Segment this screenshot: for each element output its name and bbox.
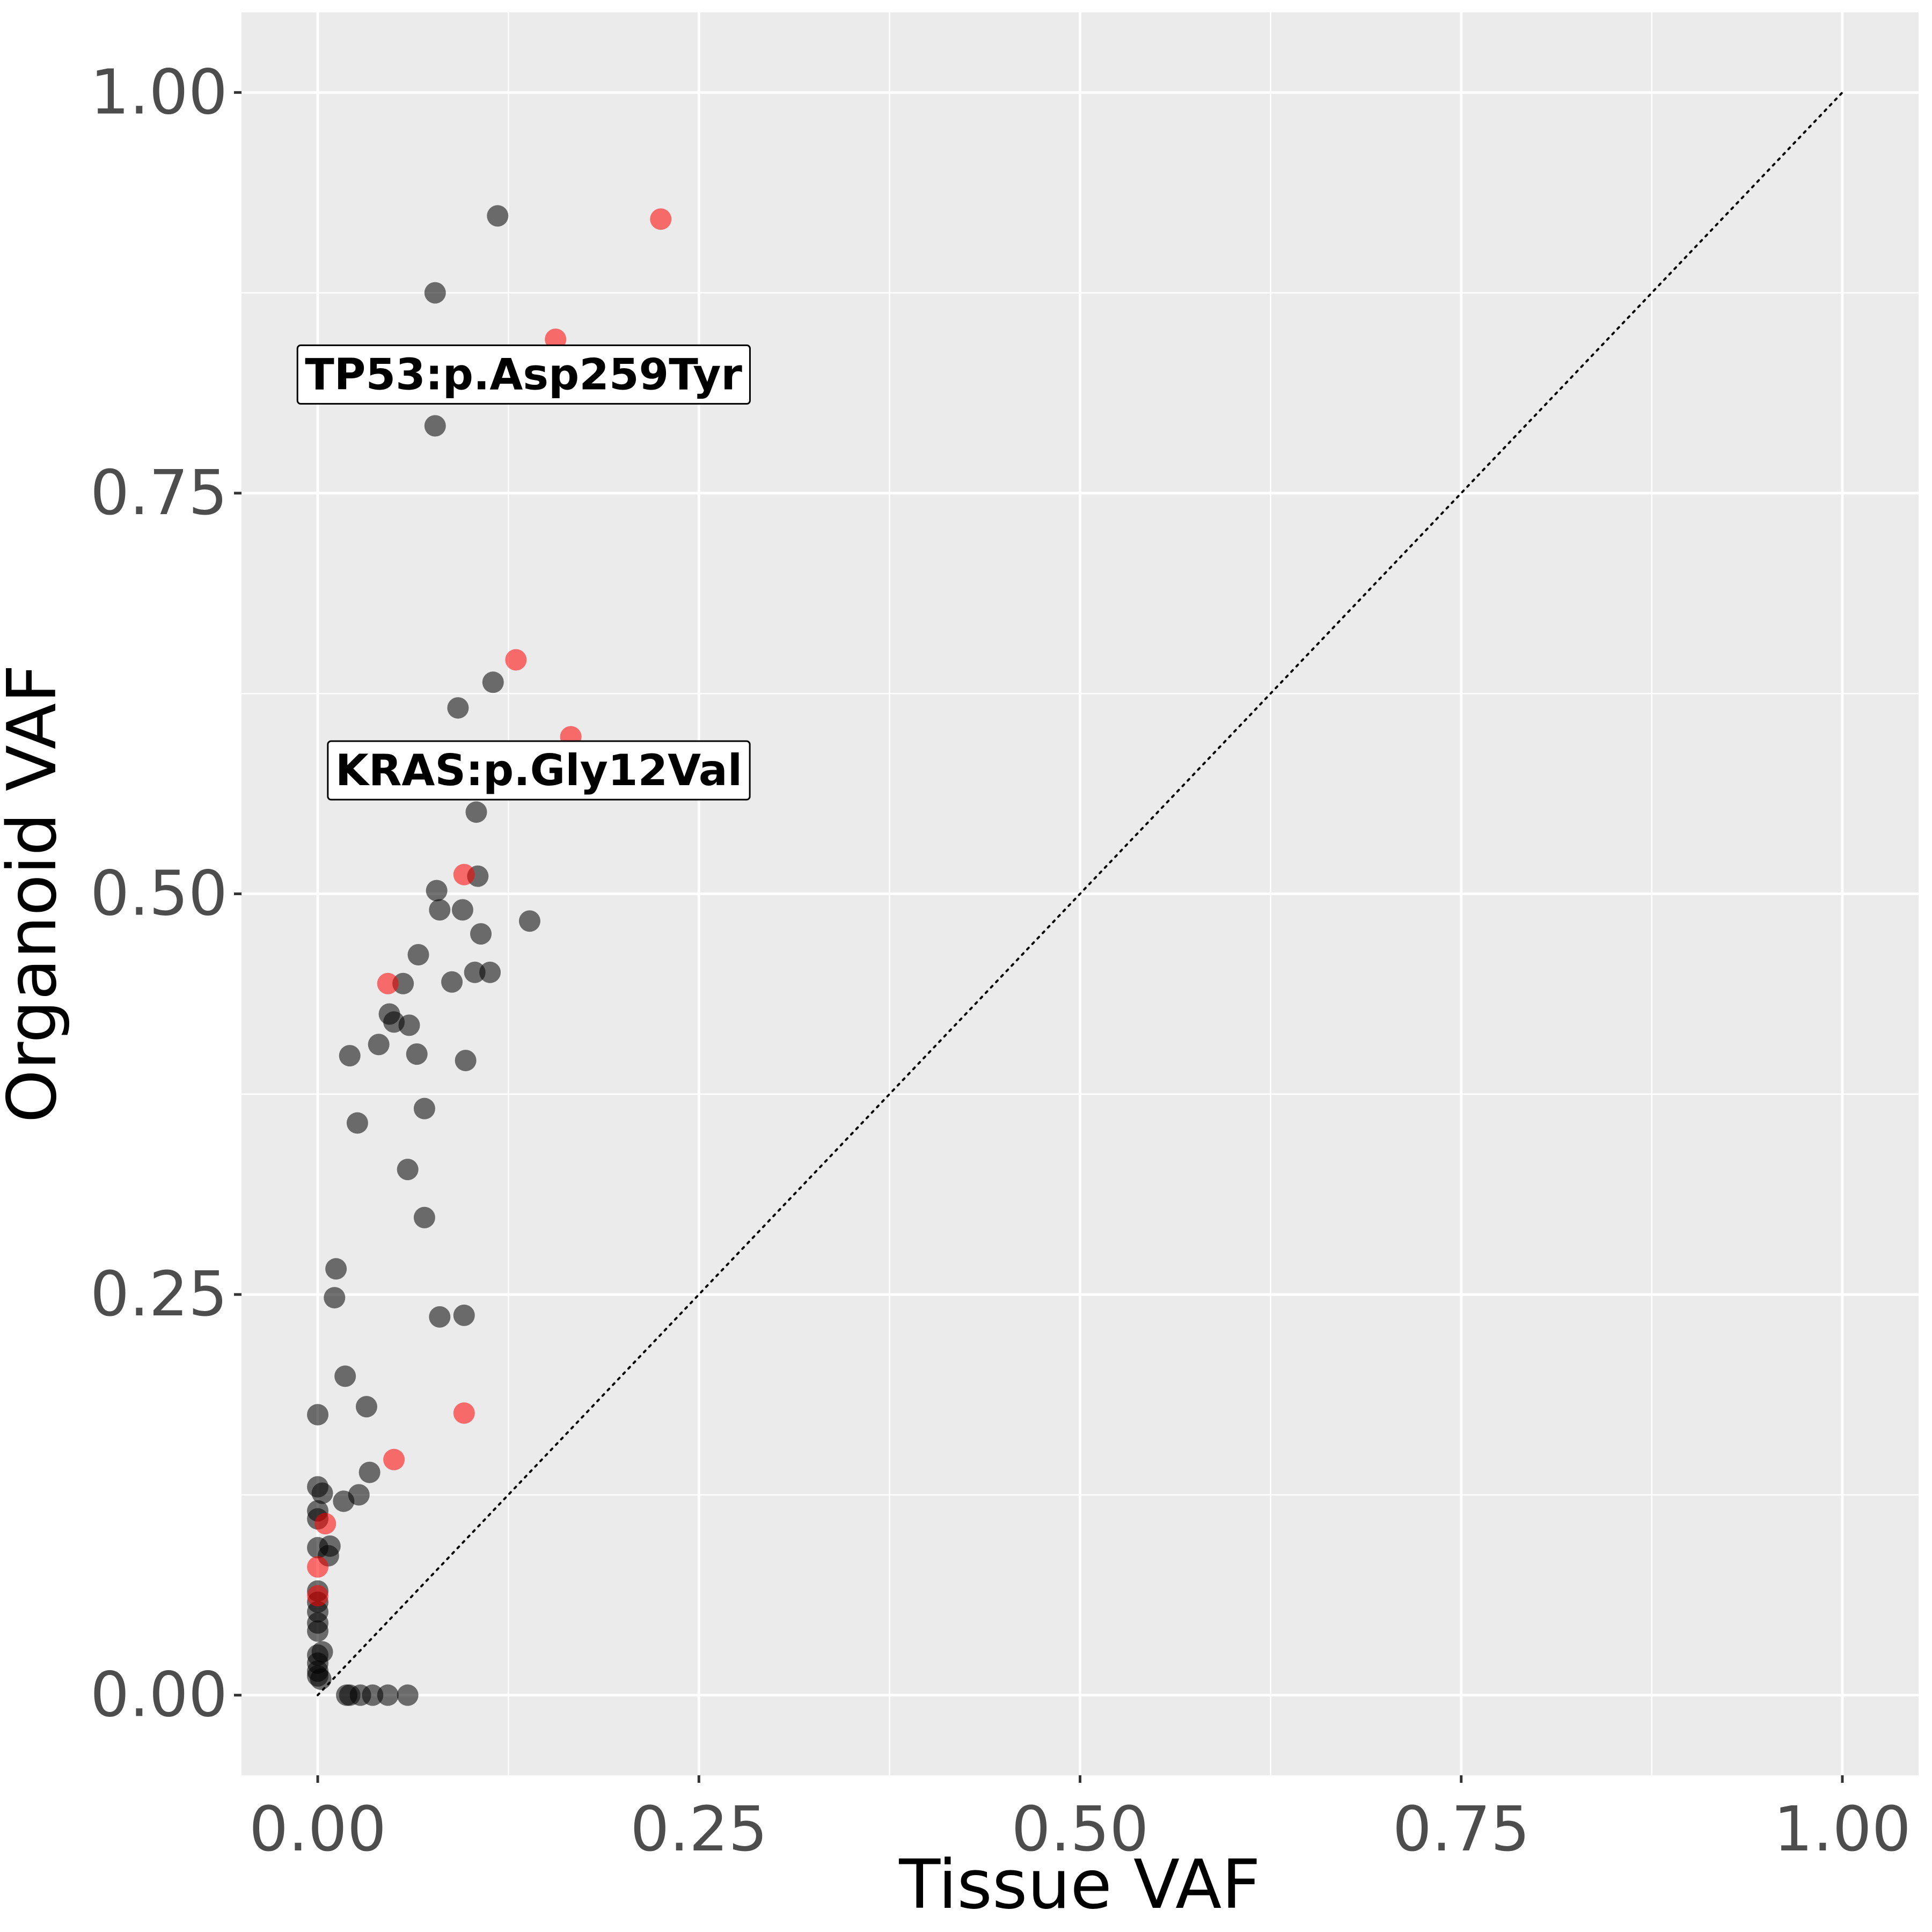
- data-point-black: [451, 899, 473, 921]
- data-points: [307, 205, 672, 1706]
- data-point-black: [426, 880, 448, 902]
- data-point-black: [518, 910, 540, 932]
- data-point-black: [311, 1482, 333, 1504]
- data-point-black: [455, 1050, 477, 1072]
- data-point-black: [324, 1287, 346, 1309]
- data-point-black: [429, 899, 451, 921]
- data-point-black: [487, 205, 509, 227]
- data-point-black: [447, 697, 469, 719]
- annotations: TP53:p.Asp259Tyr KRAS:p.Gly12Val: [296, 344, 751, 801]
- data-point-black: [424, 415, 446, 437]
- data-point-red: [383, 1448, 405, 1470]
- annotation-box: [327, 740, 751, 801]
- data-point-red: [307, 1556, 329, 1578]
- data-point-black: [362, 1684, 384, 1706]
- data-point-black: [424, 282, 446, 304]
- data-point-black: [346, 1112, 368, 1134]
- x-tick-label: 0.00: [249, 1794, 386, 1865]
- annotation-label: TP53:p.Asp259Tyr: [296, 344, 751, 405]
- annotation-text: KRAS:p.Gly12Val: [335, 745, 742, 795]
- annotation-label: KRAS:p.Gly12Val: [327, 740, 751, 801]
- data-point-black: [358, 1461, 380, 1483]
- data-point-black: [407, 943, 429, 965]
- y-tick-label: 0.50: [90, 858, 228, 930]
- data-point-black: [325, 1258, 347, 1280]
- data-point-black: [397, 1159, 419, 1181]
- annotation-text: TP53:p.Asp259Tyr: [305, 349, 742, 399]
- y-tick-label: 0.00: [90, 1659, 228, 1731]
- data-point-black: [339, 1045, 361, 1067]
- data-point-black: [441, 971, 463, 993]
- data-point-red: [307, 1585, 329, 1607]
- data-point-red: [377, 972, 399, 994]
- x-axis-title: Tissue VAF: [898, 1845, 1261, 1924]
- data-point-black: [392, 972, 414, 994]
- data-point-red: [453, 863, 475, 885]
- data-point-black: [397, 1684, 419, 1706]
- y-axis-ticks: 0.00 0.25 0.50 0.75 1.00: [90, 56, 241, 1731]
- data-point-black: [453, 1304, 475, 1326]
- data-point-black: [464, 961, 486, 983]
- x-tick-label: 0.75: [1393, 1794, 1530, 1865]
- x-axis-ticks: 0.00 0.25 0.50 0.75 1.00: [249, 1775, 1911, 1865]
- data-point-black: [398, 1014, 420, 1036]
- data-point-red: [314, 1513, 336, 1535]
- y-tick-label: 0.25: [90, 1258, 228, 1330]
- data-point-black: [307, 1404, 329, 1426]
- data-point-black: [307, 1620, 329, 1642]
- annotation-box: [296, 344, 751, 405]
- identity-reference-line: [317, 91, 1843, 1696]
- y-axis-title: Organoid VAF: [0, 664, 71, 1123]
- data-point-black: [377, 1684, 399, 1706]
- data-point-black: [406, 1043, 428, 1065]
- x-tick-label: 0.25: [630, 1794, 767, 1865]
- data-point-black: [348, 1484, 370, 1506]
- y-tick-label: 0.75: [90, 457, 228, 529]
- data-point-black: [413, 1097, 435, 1119]
- x-tick-label: 1.00: [1774, 1794, 1911, 1865]
- data-point-black: [482, 671, 504, 693]
- data-point-black: [334, 1365, 356, 1387]
- x-tick-label: 0.50: [1011, 1794, 1148, 1865]
- data-point-black: [368, 1034, 390, 1056]
- data-point-red: [505, 649, 527, 671]
- y-tick-label: 1.00: [90, 56, 228, 128]
- data-point-red: [453, 1402, 475, 1424]
- data-point-black: [479, 961, 501, 983]
- data-point-black: [429, 1306, 451, 1328]
- data-point-red: [650, 208, 672, 230]
- data-point-black: [413, 1206, 435, 1228]
- data-point-black: [355, 1396, 377, 1418]
- data-point-black: [310, 1668, 332, 1690]
- data-point-black: [470, 923, 492, 945]
- data-point-black: [465, 801, 487, 823]
